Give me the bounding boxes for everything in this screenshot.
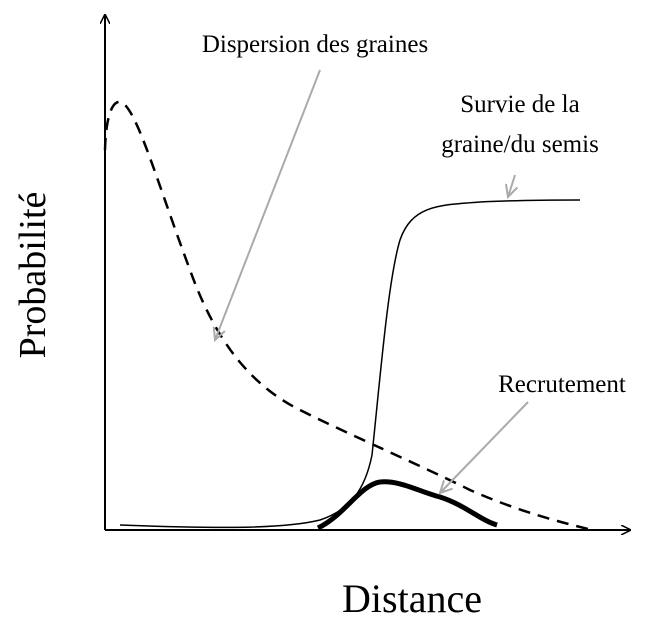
annotation: graine/du semis — [441, 131, 599, 158]
pointer-arrow — [508, 174, 515, 197]
y-axis-label: Probabilité — [12, 192, 54, 359]
annotation: Recrutement — [498, 371, 626, 398]
annotation: Survie de la — [460, 91, 579, 118]
survival-curve — [119, 199, 581, 529]
dispersion-curve — [103, 100, 593, 532]
annotation: Dispersion des graines — [202, 31, 428, 58]
x-axis-label: Distance — [342, 576, 482, 621]
pointer-arrow — [440, 401, 529, 493]
recruitment-curve — [316, 479, 498, 531]
pointer-arrow — [215, 69, 321, 340]
